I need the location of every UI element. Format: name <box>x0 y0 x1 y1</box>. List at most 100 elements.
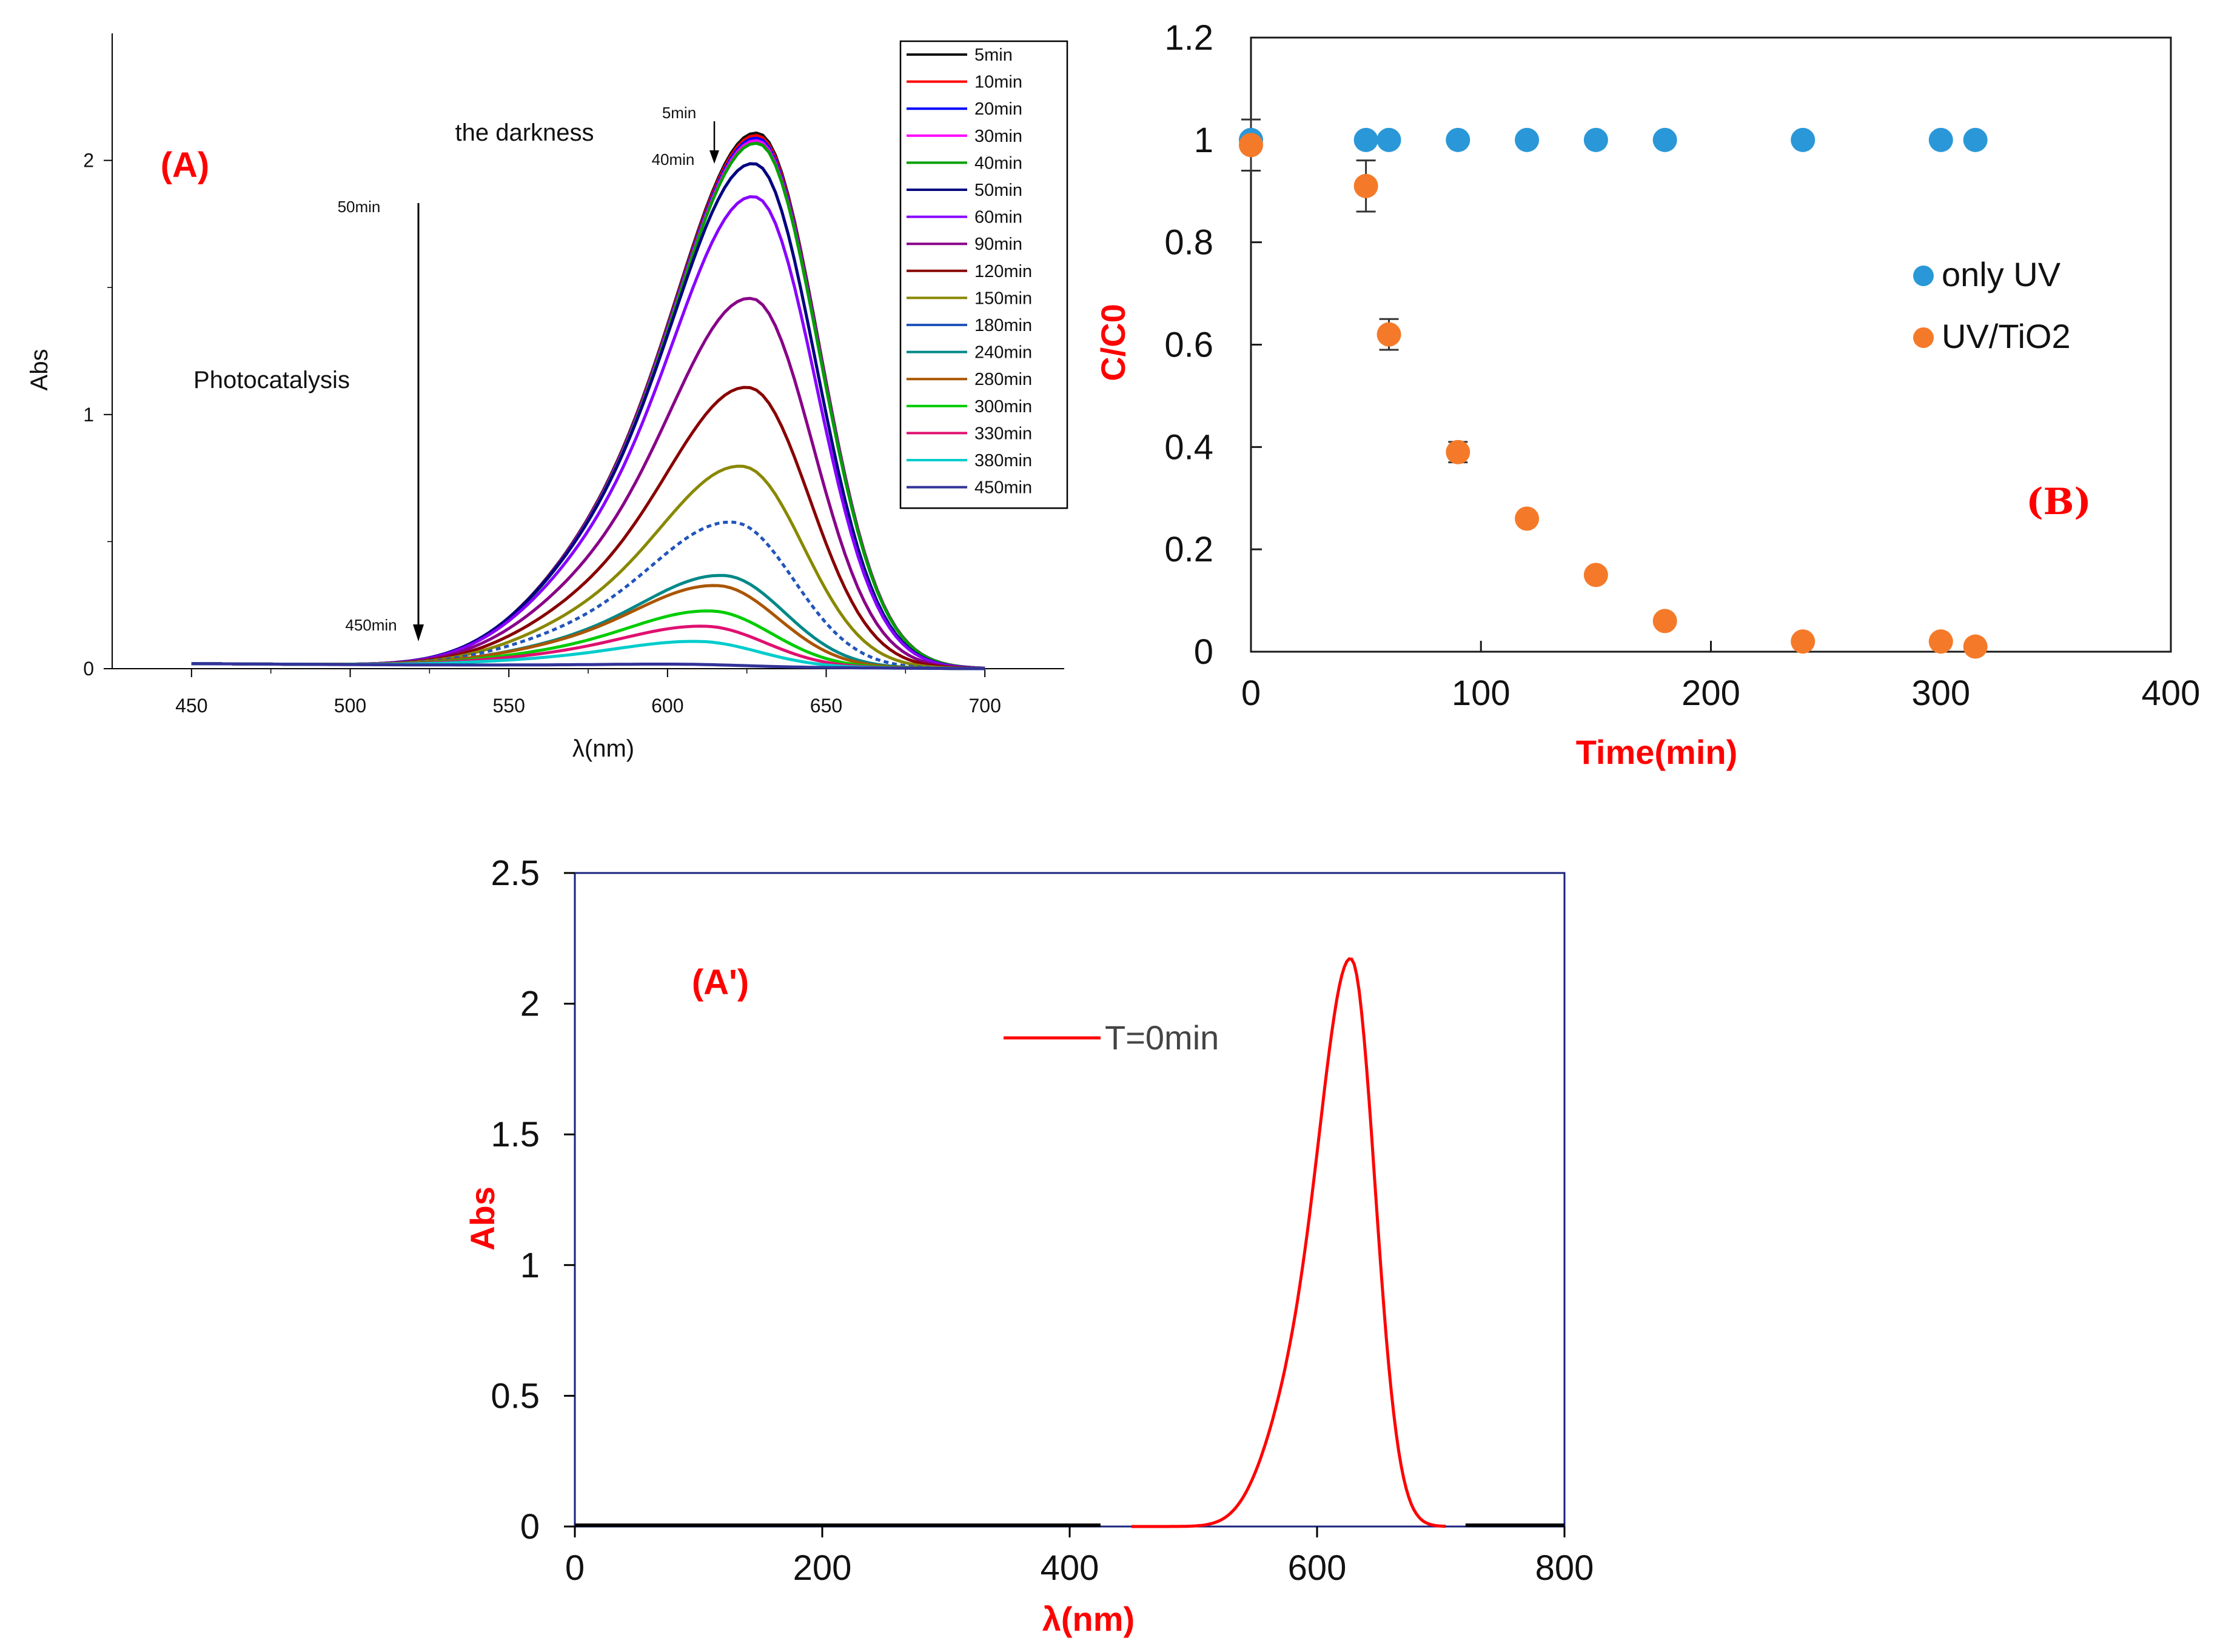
point-uv-tio2 <box>1515 506 1540 531</box>
annotation-photo-end: 450min <box>345 616 397 634</box>
legend-label-30min: 30min <box>974 127 1022 146</box>
legend-label-180min: 180min <box>974 316 1032 335</box>
y-axis-label-a: Abs <box>26 349 53 391</box>
spectrum-line-90min <box>191 296 985 670</box>
x-tick-label-a-prime: 400 <box>1041 1548 1099 1588</box>
point-only-uv <box>1376 127 1401 152</box>
point-uv-tio2 <box>1791 629 1816 654</box>
spectrum-line-20min <box>191 136 985 670</box>
point-uv-tio2 <box>1376 322 1401 347</box>
y-tick-label-a-prime: 1.5 <box>491 1115 540 1154</box>
legend-label-only-uv: only UV <box>1942 255 2061 293</box>
x-tick-label-b: 0 <box>1241 674 1261 713</box>
y-tick-label-a-prime: 2 <box>520 985 540 1024</box>
x-tick-label-a: 500 <box>334 695 366 717</box>
spectrum-line-30min <box>191 139 985 670</box>
x-tick-label-a: 550 <box>492 695 525 717</box>
legend-label-5min: 5min <box>974 45 1013 65</box>
y-tick-label-b: 1 <box>1194 121 1213 160</box>
legend-marker-uv-tio2 <box>1913 327 1934 348</box>
spectrum-line-300min <box>191 609 985 670</box>
x-tick-label-a-prime: 800 <box>1535 1548 1594 1588</box>
annotation-dark-start: 5min <box>662 104 696 122</box>
point-uv-tio2 <box>1652 609 1677 634</box>
point-uv-tio2 <box>1239 133 1263 158</box>
panel-b: 0 100 200 300 400 0 0.2 0.4 0.6 0.8 1 1.2 Time(min) C… <box>1094 18 2200 771</box>
spectrum-line-50min <box>191 162 985 670</box>
point-only-uv <box>1928 127 1953 152</box>
legend-label-450min: 450min <box>974 478 1032 498</box>
annotation-darkness: the darkness <box>455 119 594 146</box>
x-tick-label-a-prime: 200 <box>793 1548 852 1588</box>
legend-label-380min: 380min <box>974 451 1032 470</box>
y-tick-label-b: 0 <box>1194 632 1213 672</box>
panel-label-b: (B) <box>2026 481 2091 523</box>
point-only-uv <box>1963 127 1988 152</box>
point-only-uv <box>1353 127 1378 152</box>
x-tick-label-b: 200 <box>1682 674 1740 713</box>
y-tick-label-b: 0.8 <box>1164 223 1213 263</box>
legend-marker-only-uv <box>1913 266 1934 286</box>
legend-label-150min: 150min <box>974 289 1032 308</box>
x-tick-label-b: 300 <box>1911 674 1970 713</box>
spectrum-line-t0 <box>1132 957 1446 1528</box>
legend-label-120min: 120min <box>974 262 1032 281</box>
point-only-uv <box>1652 127 1677 152</box>
legend-label-40min: 40min <box>974 153 1022 173</box>
legend-label-20min: 20min <box>974 99 1022 119</box>
legend-a <box>899 40 1068 509</box>
x-tick-label-b: 100 <box>1452 674 1510 713</box>
legend-label-240min: 240min <box>974 343 1032 363</box>
panel-a-prime: 0 200 400 600 800 0 0.5 1 1.5 2 2.5 λ(nm) Abs T=0min (… <box>463 854 1594 1638</box>
y-axis-label-b: C/C0 <box>1094 304 1132 381</box>
x-tick-label-a: 700 <box>968 695 1001 717</box>
spectrum-line-40min <box>191 141 985 670</box>
legend-label-90min: 90min <box>974 235 1022 254</box>
panel-a: 450 500 550 600 650 700 0 1 2 λ(nm) Abs (A) the dark… <box>26 33 1068 762</box>
darkness-arrowhead <box>709 150 719 164</box>
panel-label-a: (A) <box>161 145 210 185</box>
y-tick-label-a: 1 <box>83 404 94 426</box>
photocatalysis-arrowhead <box>413 624 424 641</box>
annotation-dark-end: 40min <box>652 150 695 169</box>
legend-label-330min: 330min <box>974 424 1032 443</box>
legend-label-60min: 60min <box>974 208 1022 227</box>
y-tick-label-a-prime: 0 <box>520 1507 540 1547</box>
legend-label-10min: 10min <box>974 73 1022 92</box>
point-uv-tio2 <box>1583 563 1608 587</box>
point-uv-tio2 <box>1353 173 1378 198</box>
point-only-uv <box>1791 127 1816 152</box>
x-tick-label-b: 400 <box>2142 674 2201 713</box>
x-tick-label-a-prime: 600 <box>1288 1548 1347 1588</box>
legend-label-t0: T=0min <box>1105 1018 1219 1057</box>
y-tick-label-b: 0.2 <box>1164 530 1213 569</box>
spectrum-line-10min <box>191 134 985 670</box>
y-tick-label-b: 1.2 <box>1164 18 1213 58</box>
y-tick-label-a-prime: 1 <box>520 1246 540 1285</box>
y-tick-label-a-prime: 0.5 <box>491 1376 540 1416</box>
spectrum-line-5min <box>191 131 985 670</box>
x-tick-label-a: 600 <box>651 695 683 717</box>
spectrum-line-150min <box>191 464 985 670</box>
y-tick-label-a: 0 <box>83 658 94 680</box>
y-axis-label-a-prime: Abs <box>463 1186 501 1251</box>
y-tick-label-b: 0.4 <box>1164 427 1213 467</box>
x-axis-label-a-prime: λ(nm) <box>1042 1600 1135 1638</box>
annotation-photo-start: 50min <box>338 198 381 216</box>
y-tick-label-a: 2 <box>83 150 94 172</box>
x-tick-label-a: 650 <box>810 695 842 717</box>
legend-label-50min: 50min <box>974 181 1022 200</box>
x-tick-label-a: 450 <box>175 695 207 717</box>
annotation-photocatalysis: Photocatalysis <box>193 367 350 393</box>
point-only-uv <box>1446 127 1470 152</box>
y-tick-label-a-prime: 2.5 <box>491 854 540 893</box>
point-uv-tio2 <box>1446 440 1470 464</box>
legend-label-300min: 300min <box>974 397 1032 416</box>
y-tick-label-b: 0.6 <box>1164 326 1213 365</box>
point-uv-tio2 <box>1928 629 1953 654</box>
spectrum-line-450min <box>191 662 985 670</box>
point-only-uv <box>1515 127 1540 152</box>
point-only-uv <box>1583 127 1608 152</box>
x-axis-label-b: Time(min) <box>1576 733 1738 771</box>
